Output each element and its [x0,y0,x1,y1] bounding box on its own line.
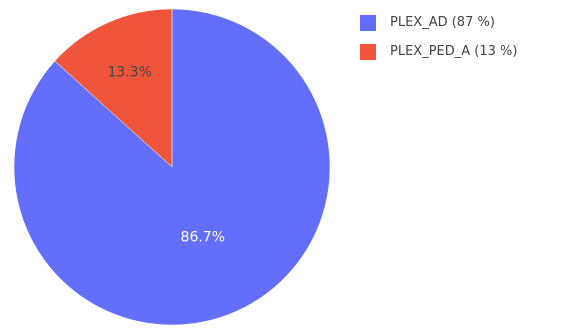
legend-label-plex-ped-a: PLEX_PED_A (13 %) [390,44,518,59]
pie-slice-labels: 86.7% 13.3% [107,65,225,246]
legend-item-plex-ad[interactable]: PLEX_AD (87 %) [360,8,517,37]
pie-slices [13,8,331,326]
legend-label-plex-ad: PLEX_AD (87 %) [390,15,495,30]
pie-slice-label-1: 13.3% [107,65,151,81]
pie-slice-1[interactable] [54,8,173,168]
pie-slice-label-0: 86.7% [181,229,225,245]
legend-item-plex-ped-a[interactable]: PLEX_PED_A (13 %) [360,37,517,66]
legend-swatch-plex-ped-a [360,43,376,60]
chart-legend: PLEX_AD (87 %) PLEX_PED_A (13 %) [360,8,517,66]
legend-swatch-plex-ad [360,14,376,31]
